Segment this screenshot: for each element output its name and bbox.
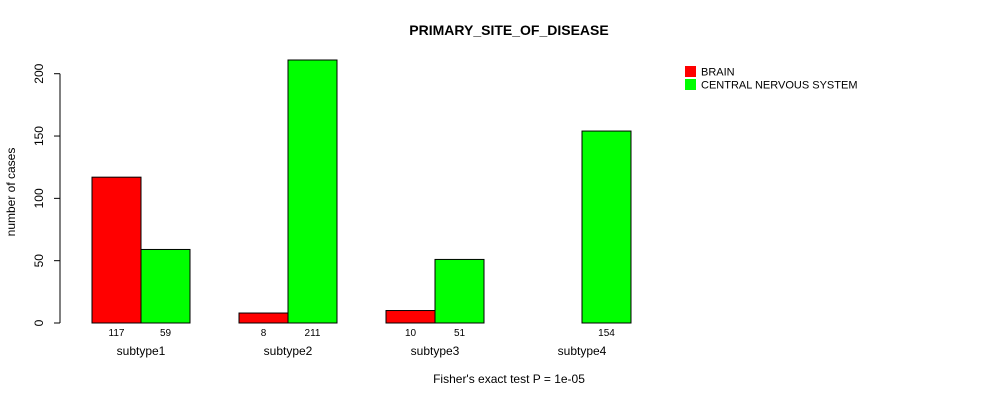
data-label: 154 (598, 328, 615, 339)
bar-subtype1-brain (91, 176, 142, 324)
bar-subtype2-brain (238, 312, 289, 324)
y-tick-label: 150 (32, 126, 46, 146)
data-label: 211 (305, 328, 321, 339)
y-tick-label: 0 (32, 319, 46, 326)
category-label-subtype1: subtype1 (117, 344, 166, 358)
legend-swatch-brain (685, 66, 696, 77)
y-tick-label: 100 (32, 188, 46, 208)
data-label: 59 (160, 328, 172, 339)
legend-label: CENTRAL NERVOUS SYSTEM (701, 80, 857, 92)
y-tick-label: 50 (32, 254, 46, 268)
data-labels-group: 117 59 8 211 10 51 154 (109, 328, 616, 339)
legend-label: BRAIN (701, 67, 735, 79)
category-labels-group: subtype1 subtype2 subtype3 subtype4 (117, 344, 607, 358)
bar-subtype1-central-nervous-system (140, 248, 191, 324)
bar-subtype2-central-nervous-system (287, 59, 338, 324)
y-tick-label: 200 (32, 63, 46, 83)
bars-group (91, 59, 632, 324)
data-label: 10 (405, 328, 417, 339)
bar-subtype3-brain (385, 310, 436, 324)
category-label-subtype2: subtype2 (264, 344, 313, 358)
bar-subtype3-central-nervous-system (434, 258, 485, 324)
bar-subtype4-central-nervous-system (581, 130, 632, 324)
data-label: 117 (109, 328, 125, 339)
y-axis: 0 50 100 150 200 (32, 63, 61, 326)
category-label-subtype3: subtype3 (411, 344, 460, 358)
x-axis-title: Fisher's exact test P = 1e-05 (433, 372, 585, 386)
category-label-subtype4: subtype4 (558, 344, 607, 358)
y-axis-title: number of cases (4, 148, 18, 237)
data-label: 8 (261, 328, 267, 339)
data-label: 51 (454, 328, 466, 339)
chart-title: PRIMARY_SITE_OF_DISEASE (409, 22, 608, 38)
legend-swatch-central-nervous-system (685, 79, 696, 90)
